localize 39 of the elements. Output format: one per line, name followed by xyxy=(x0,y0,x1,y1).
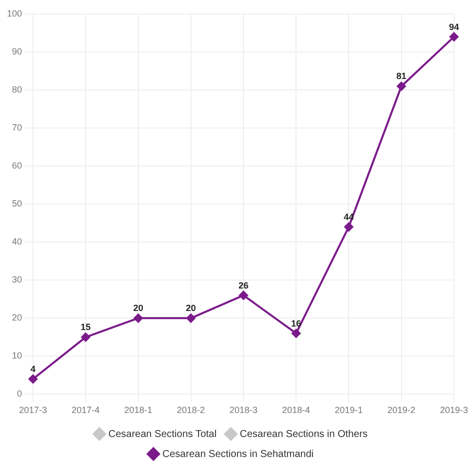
point xyxy=(344,222,354,232)
y-tick-label: 10 xyxy=(12,350,22,361)
data-label: 20 xyxy=(186,303,196,314)
x-tick-label: 2018-4 xyxy=(282,405,310,416)
y-tick-label: 20 xyxy=(12,312,22,323)
x-tick-label: 2017-4 xyxy=(72,405,100,416)
y-tick-label: 90 xyxy=(12,46,22,57)
y-tick-label: 80 xyxy=(12,84,22,95)
x-tick-label: 2019-3 xyxy=(440,405,468,416)
x-tick-label: 2018-1 xyxy=(124,405,152,416)
y-tick-label: 60 xyxy=(12,160,22,171)
point xyxy=(449,32,458,42)
point xyxy=(134,314,143,323)
legend-label: Cesarean Sections in Others xyxy=(240,428,368,440)
x-tick-label: 2019-1 xyxy=(334,405,363,416)
point xyxy=(28,374,38,384)
data-label: 94 xyxy=(448,22,459,32)
x-tick-label: 2019-2 xyxy=(387,405,416,416)
y-tick-label: 100 xyxy=(6,8,22,18)
y-tick-label: 50 xyxy=(12,198,22,209)
x-tick-label: 2017-3 xyxy=(19,405,48,416)
x-tick-label: 2018-3 xyxy=(229,405,258,416)
data-label: 81 xyxy=(396,71,406,82)
point xyxy=(292,328,301,338)
data-label: 20 xyxy=(133,303,144,314)
point xyxy=(239,290,248,300)
data-label: 15 xyxy=(80,322,91,332)
y-tick-label: 70 xyxy=(12,122,22,133)
legend-label: Cesarean Sections Total xyxy=(108,428,217,440)
x-tick-label: 2018-2 xyxy=(176,405,205,416)
point xyxy=(81,332,90,342)
point xyxy=(186,314,196,323)
y-tick-label: 30 xyxy=(12,274,22,285)
point xyxy=(396,82,406,91)
y-tick-label: 0 xyxy=(17,388,22,399)
data-label: 4 xyxy=(30,364,36,374)
y-tick-label: 40 xyxy=(12,236,22,247)
data-label: 26 xyxy=(238,280,249,290)
legend-label: Cesarean Sections in Sehatmandi xyxy=(162,448,314,460)
